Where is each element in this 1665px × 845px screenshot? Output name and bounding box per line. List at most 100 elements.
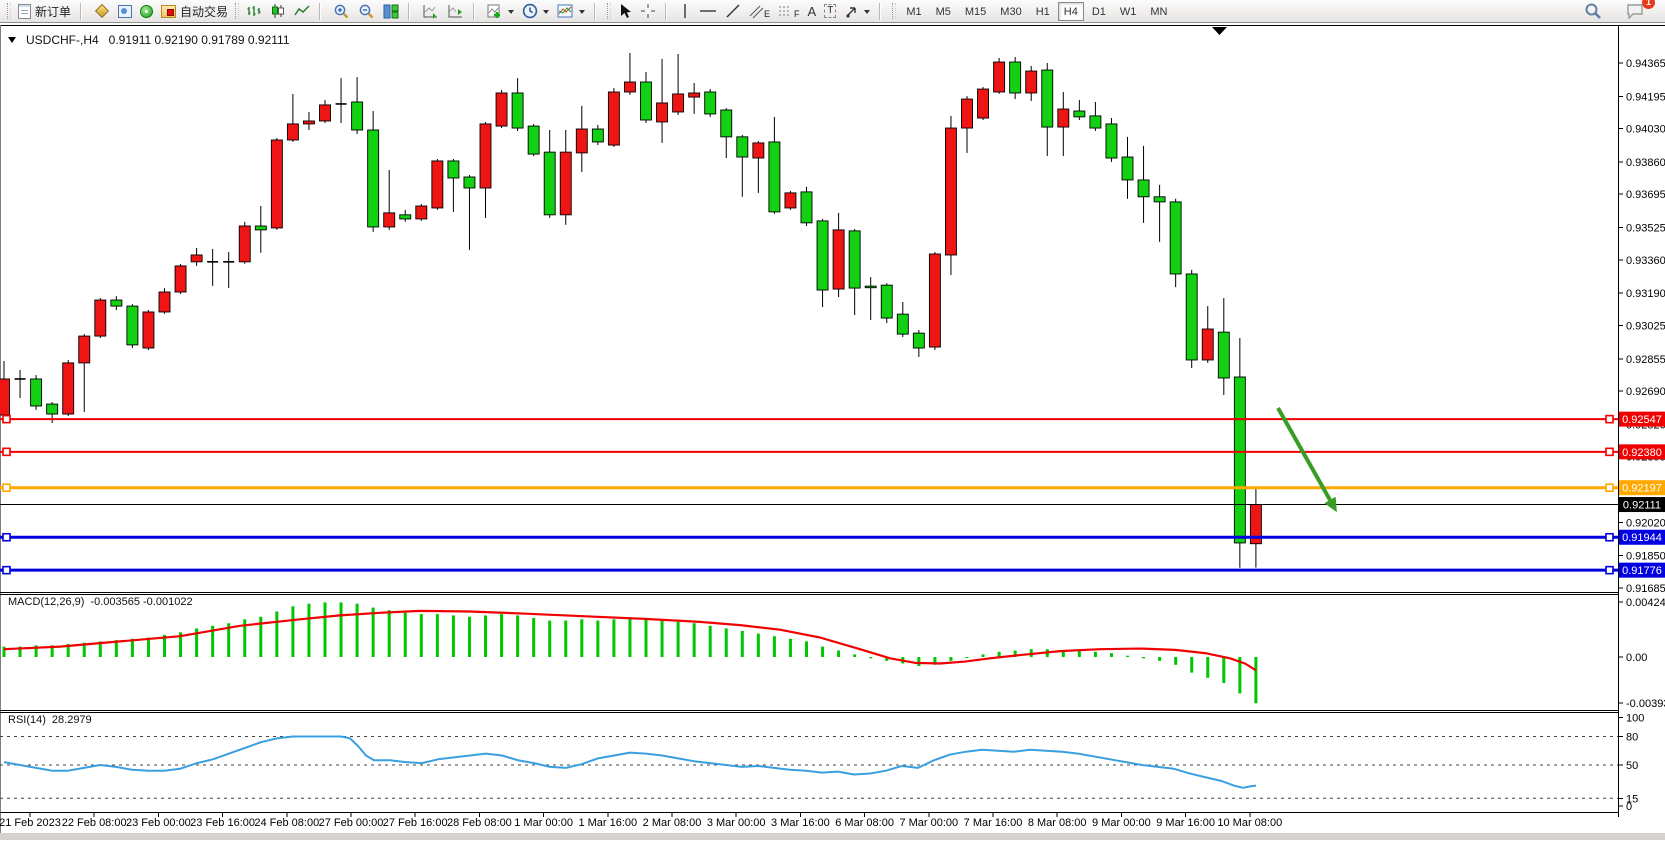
macd-values: -0.003565 -0.001022 [90, 596, 193, 608]
candle-body [559, 151, 572, 216]
macd-bar [869, 657, 873, 659]
hline-handle[interactable] [2, 565, 11, 575]
toolbar-grip[interactable] [607, 3, 612, 19]
candle-body [367, 129, 380, 228]
tf-button-H1[interactable]: H1 [1035, 5, 1050, 18]
macd-bar [660, 620, 664, 657]
arrow-annotation[interactable] [1276, 407, 1332, 501]
trendline-button[interactable] [721, 1, 745, 22]
dropdown-caret-icon [864, 9, 871, 17]
candle-body [896, 313, 909, 335]
bar-chart-button[interactable] [242, 1, 266, 22]
hline-price-label: 0.92197 [1622, 483, 1662, 495]
rsi-label: RSI(14) 28.2979 [8, 714, 92, 726]
candle-body [1121, 156, 1134, 181]
vertical-line-button[interactable] [675, 1, 695, 22]
tf-button-M1[interactable]: M1 [906, 5, 922, 18]
text-label-button[interactable]: T [820, 1, 840, 22]
macd-bar [1158, 657, 1162, 661]
zoom-out-icon [359, 4, 374, 18]
hline-handle[interactable] [2, 483, 11, 492]
auto-scroll-button[interactable] [418, 1, 443, 22]
candle-body [158, 291, 171, 313]
periods-button[interactable] [518, 1, 553, 22]
navigator-button[interactable] [136, 1, 157, 22]
candle-body [640, 81, 652, 121]
time-tick-label: 27 Feb 00:00 [319, 817, 384, 829]
symbol-dropdown-icon[interactable] [8, 37, 16, 47]
text-label-icon: T [824, 4, 837, 18]
price-tick-label: 0.91685 [1626, 583, 1665, 595]
data-window-button[interactable] [114, 1, 136, 22]
candle-body [0, 378, 10, 416]
crosshair-button[interactable] [636, 1, 660, 22]
macd-bar [130, 638, 134, 657]
chart-canvas[interactable]: 0.94365 0.94195 0.94030 0.93860 0.93695 0.935… [0, 23, 1665, 840]
tf-button-MN[interactable]: MN [1150, 5, 1168, 18]
toolbar-grip[interactable] [235, 3, 240, 19]
arrow-annotation-head[interactable] [1324, 496, 1337, 513]
chart-shift-button[interactable] [443, 1, 468, 22]
tf-button-M15[interactable]: M15 [964, 5, 987, 18]
fibonacci-button[interactable]: F [774, 1, 804, 22]
candle-body [142, 311, 155, 349]
rsi-axis-label: 50 [1626, 760, 1638, 772]
notifications-button[interactable]: 1 [1622, 0, 1655, 22]
hline-price-label: 0.92547 [1622, 414, 1662, 426]
new-chart-button[interactable] [483, 1, 518, 22]
auto-trading-button[interactable]: 自动交易 [157, 1, 232, 22]
hline-handle[interactable] [2, 414, 11, 424]
candle-body [303, 120, 315, 125]
horizontal-line-button[interactable] [695, 1, 721, 22]
hline-handle[interactable] [1605, 414, 1614, 424]
candle-body [816, 220, 829, 291]
templates-button[interactable] [553, 1, 589, 22]
macd-bar [756, 633, 760, 657]
macd-bar [1126, 655, 1129, 657]
hline-handle[interactable] [1605, 483, 1614, 492]
tile-windows-button[interactable] [379, 1, 403, 22]
candle-body [319, 104, 331, 122]
tf-button-W1[interactable]: W1 [1119, 5, 1137, 18]
candlestick-chart-button[interactable] [266, 1, 290, 22]
candle-doji [335, 103, 347, 105]
text-button[interactable]: A [804, 1, 821, 22]
new-order-button[interactable]: 新订单 [14, 1, 75, 22]
line-chart-button[interactable] [290, 1, 314, 22]
candle-doji [223, 261, 235, 263]
market-watch-button[interactable] [90, 1, 114, 22]
toolbar-grip[interactable] [7, 3, 11, 19]
macd-axis-label: -0.003936 [1626, 698, 1665, 710]
zoom-out-button[interactable] [354, 1, 379, 22]
rsi-axis-label: 100 [1626, 713, 1644, 725]
tf-button-H4[interactable]: H4 [1057, 1, 1084, 21]
macd-bar [484, 615, 487, 657]
macd-bar [1190, 657, 1194, 673]
cursor-button[interactable] [614, 1, 636, 22]
hline-handle[interactable] [2, 447, 11, 457]
time-tick-label: 10 Mar 08:00 [1217, 817, 1282, 829]
tf-button-M5[interactable]: M5 [935, 5, 951, 18]
fibonacci-icon [779, 6, 792, 15]
time-tick-label: 28 Feb 08:00 [447, 817, 512, 829]
macd-bar [339, 602, 343, 657]
channel-button[interactable]: E [745, 1, 774, 22]
toolbar-grip[interactable] [892, 3, 897, 19]
hline-handle[interactable] [1605, 565, 1614, 575]
hline-handle[interactable] [1605, 532, 1614, 542]
auto-trading-label: 自动交易 [180, 4, 229, 19]
tf-button-D1[interactable]: D1 [1091, 5, 1106, 18]
search-button[interactable] [1580, 1, 1606, 22]
rsi-axis-label: 15 [1626, 793, 1638, 805]
hline-handle[interactable] [1605, 447, 1614, 457]
arrows-button[interactable] [840, 1, 874, 22]
candle-body [1073, 110, 1086, 118]
templates-icon [557, 4, 573, 17]
candle-body [351, 101, 364, 131]
zoom-in-button[interactable] [329, 1, 354, 22]
macd-bar [965, 657, 969, 658]
macd-bar [371, 607, 375, 657]
macd-bar [291, 606, 295, 657]
tf-button-M30[interactable]: M30 [1000, 5, 1022, 18]
hline-handle[interactable] [2, 532, 11, 542]
